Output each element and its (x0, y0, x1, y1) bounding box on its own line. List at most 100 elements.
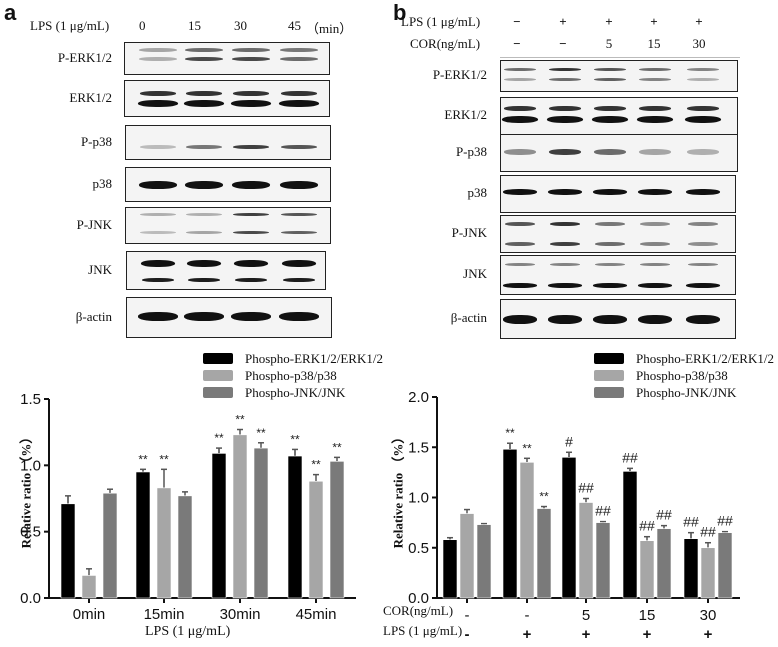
significance-marker: ** (159, 452, 169, 466)
cor-dose-value: − (559, 36, 567, 51)
bar-phospho-erk1-2-erk1-2 (60, 503, 76, 599)
bar-phospho-p38-p38 (639, 540, 655, 599)
protein-band (595, 263, 625, 266)
protein-band (233, 231, 269, 234)
significance-marker: ## (595, 503, 611, 519)
protein-band (186, 91, 222, 96)
chart-b-bar-chart: 0.00.51.01.52.0******########### ######- -… (408, 389, 740, 643)
protein-band (549, 149, 581, 155)
protein-band (688, 263, 718, 266)
protein-band (549, 68, 581, 71)
legend-swatch-black (594, 353, 624, 364)
protein-band (549, 106, 581, 111)
blot-membrane-p38 (125, 167, 331, 202)
protein-band (593, 283, 627, 288)
cor-dose-tick-label: 30 (700, 607, 717, 624)
blot-row-label: P-JNK (451, 225, 487, 240)
lps-condition-value: + (559, 14, 567, 29)
protein-band (686, 283, 720, 288)
protein-band (639, 149, 671, 155)
blot-row-label: ERK1/2 (444, 107, 487, 122)
bar-phospho-p38-p38 (308, 480, 324, 599)
blot-row-label: P-JNK (76, 216, 112, 232)
protein-band (280, 57, 318, 61)
protein-band (505, 263, 535, 266)
bar-phospho-erk1-2-erk1-2 (683, 538, 699, 599)
protein-band (280, 48, 318, 52)
protein-band (593, 315, 627, 324)
protein-band (139, 181, 177, 189)
panel-a-lane-label: 0 (139, 18, 146, 33)
x-category-label: 30min (220, 606, 261, 623)
protein-band (232, 48, 270, 52)
bar-phospho-p38-p38 (81, 575, 97, 599)
chart-a-bar-chart: 0.0 0.5 1.0 1.5 0min 15min ** ** 30min ** ** ** 45mi… (20, 391, 356, 623)
blot-membrane-p-jnk (125, 207, 331, 244)
blot-membrane-p-jnk (500, 215, 736, 253)
bar-phospho-jnk-jnk (595, 522, 611, 599)
protein-band (687, 78, 719, 81)
legend-swatch-light-gray (203, 370, 233, 381)
protein-band (142, 278, 174, 282)
legend-item-erk: Phospho-ERK1/2/ERK1/2 (203, 350, 383, 367)
protein-band (234, 260, 268, 267)
lps-condition-tick-label: + (523, 626, 532, 643)
chart-b-y-axis-label: Relative ratio （%） (390, 430, 406, 549)
blot-membrane-erk1-2 (124, 80, 330, 117)
protein-band (547, 116, 583, 123)
panel-a-letter: a (4, 0, 17, 25)
cor-dose-value: 5 (605, 36, 613, 51)
panel-b-cor-label: COR(ng/mL) (410, 36, 481, 51)
blot-membrane-p-p38 (125, 125, 331, 160)
bar-phospho-jnk-jnk (329, 461, 345, 599)
bar-phospho-jnk-jnk (717, 532, 733, 599)
protein-band (281, 213, 317, 216)
x-category-label: 45min (296, 606, 337, 623)
protein-band (637, 116, 673, 123)
chart-b-lps-row-label: LPS (1 μg/mL) (383, 623, 463, 638)
blot-row-label: P-ERK1/2 (432, 67, 487, 82)
blot-row-label: JNK (463, 266, 487, 281)
legend-item-p38: Phospho-p38/p38 (594, 367, 774, 384)
bar-phospho-jnk-jnk (536, 508, 552, 599)
protein-band (188, 278, 220, 282)
significance-marker: ** (138, 452, 148, 466)
y-tick-label: 1.5 (408, 439, 429, 456)
protein-band (504, 106, 536, 111)
lps-condition-value: + (650, 14, 658, 29)
significance-marker: ## (578, 480, 594, 496)
cor-dose-tick-label: 5 (582, 607, 590, 624)
bar-phospho-p38-p38 (578, 502, 594, 599)
chart-a-x-axis-label: LPS (1 μg/mL) (145, 624, 231, 639)
bar-phospho-erk1-2-erk1-2 (287, 455, 303, 599)
protein-band (688, 222, 718, 226)
cor-dose-value: 15 (647, 36, 661, 51)
y-tick-label: 0.5 (20, 524, 41, 541)
significance-marker: ## (639, 518, 655, 534)
protein-band (594, 106, 626, 111)
panel-b-lps-label: LPS (1 μg/mL) (401, 14, 481, 29)
bar-phospho-erk1-2-erk1-2 (622, 471, 638, 599)
lps-condition-tick-label: - (465, 626, 470, 643)
panel-a-unit-label: （min） (306, 21, 353, 36)
chart-a-legend: Phospho-ERK1/2/ERK1/2 Phospho-p38/p38 Ph… (203, 350, 383, 401)
protein-band (231, 100, 271, 107)
protein-band (281, 231, 317, 234)
y-tick-label: 0.5 (408, 540, 429, 557)
significance-marker: ** (256, 426, 266, 440)
bar-phospho-jnk-jnk (476, 524, 492, 599)
y-tick-label: 0.0 (20, 590, 41, 607)
protein-band (548, 189, 582, 195)
protein-band (185, 57, 223, 61)
bar-phospho-p38-p38 (232, 434, 248, 599)
bar-phospho-jnk-jnk (656, 528, 672, 599)
protein-band (595, 222, 625, 226)
protein-band (686, 315, 720, 324)
significance-marker: ## (717, 513, 733, 529)
bar-phospho-p38-p38 (459, 513, 475, 599)
protein-band (232, 57, 270, 61)
legend-item-p38: Phospho-p38/p38 (203, 367, 383, 384)
legend-swatch-black (203, 353, 233, 364)
protein-band (549, 78, 581, 81)
cor-dose-tick-label: - (465, 607, 470, 624)
